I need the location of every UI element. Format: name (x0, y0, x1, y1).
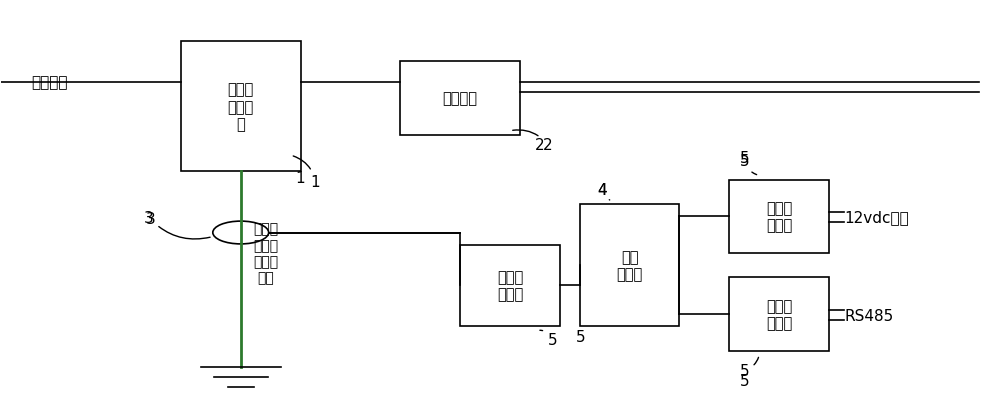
FancyBboxPatch shape (400, 62, 520, 135)
Text: 信号线路: 信号线路 (31, 75, 68, 90)
Text: 3: 3 (146, 211, 156, 226)
Text: 12vdc电源: 12vdc电源 (844, 209, 909, 224)
Text: 信号设备: 信号设备 (443, 91, 478, 106)
Text: 5: 5 (576, 329, 585, 344)
Text: 1: 1 (296, 171, 305, 186)
FancyBboxPatch shape (729, 180, 829, 253)
Text: 5: 5 (740, 373, 749, 388)
Text: 光电隔
离单元: 光电隔 离单元 (766, 200, 792, 233)
Text: 雷击强
度、雷
击次数
监测: 雷击强 度、雷 击次数 监测 (253, 222, 278, 285)
Text: 监测
控制器: 监测 控制器 (617, 249, 643, 281)
FancyBboxPatch shape (729, 278, 829, 351)
FancyBboxPatch shape (580, 204, 679, 326)
FancyBboxPatch shape (181, 42, 301, 172)
Text: 5: 5 (740, 151, 749, 166)
Text: 2: 2 (513, 130, 553, 153)
Text: 4: 4 (598, 183, 607, 198)
Text: 3: 3 (144, 210, 210, 239)
Text: 光电隔
离单元: 光电隔 离单元 (766, 298, 792, 330)
Text: 2: 2 (535, 138, 545, 153)
Text: 4: 4 (597, 183, 610, 200)
Text: 1: 1 (293, 157, 320, 190)
FancyBboxPatch shape (460, 245, 560, 326)
Text: 5: 5 (740, 357, 759, 378)
Text: 光电隔
离单元: 光电隔 离单元 (497, 270, 523, 302)
Text: 5: 5 (740, 153, 757, 175)
Text: 5: 5 (540, 330, 558, 347)
Text: RS485: RS485 (844, 309, 893, 324)
Text: 信号电
涌保护
器: 信号电 涌保护 器 (228, 82, 254, 132)
